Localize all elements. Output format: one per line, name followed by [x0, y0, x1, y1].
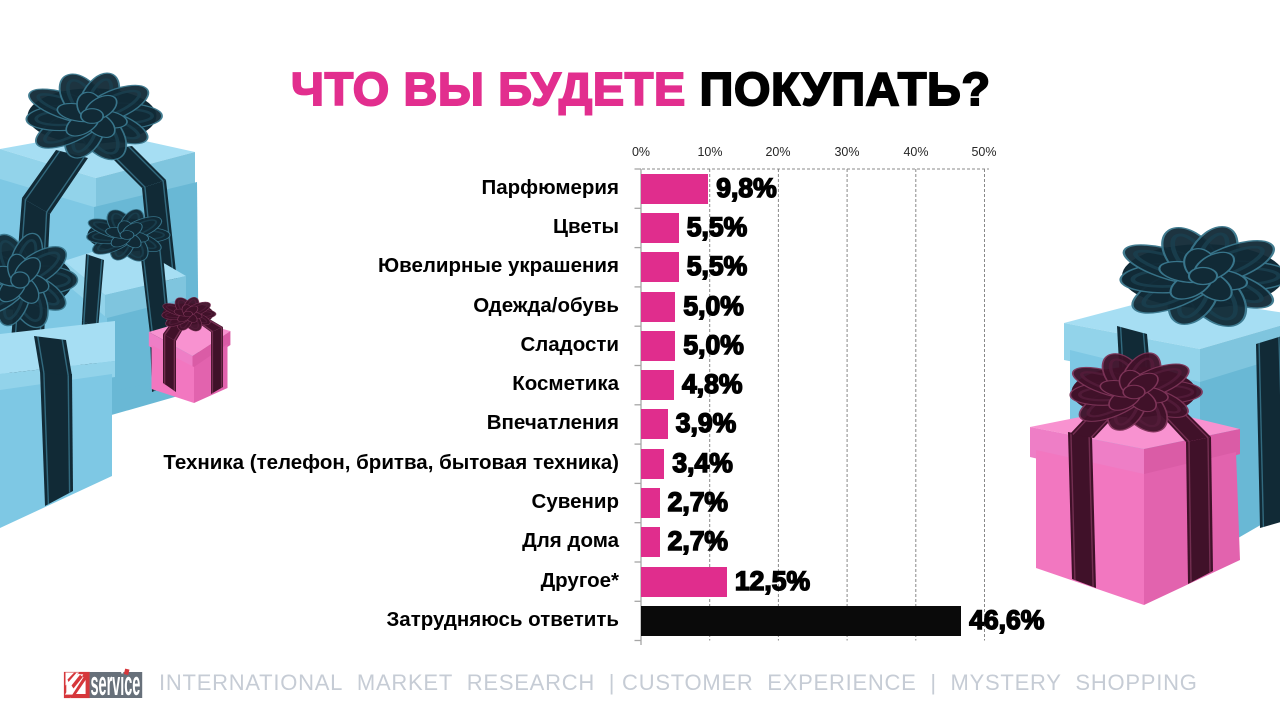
- svg-text:service: service: [90, 664, 140, 703]
